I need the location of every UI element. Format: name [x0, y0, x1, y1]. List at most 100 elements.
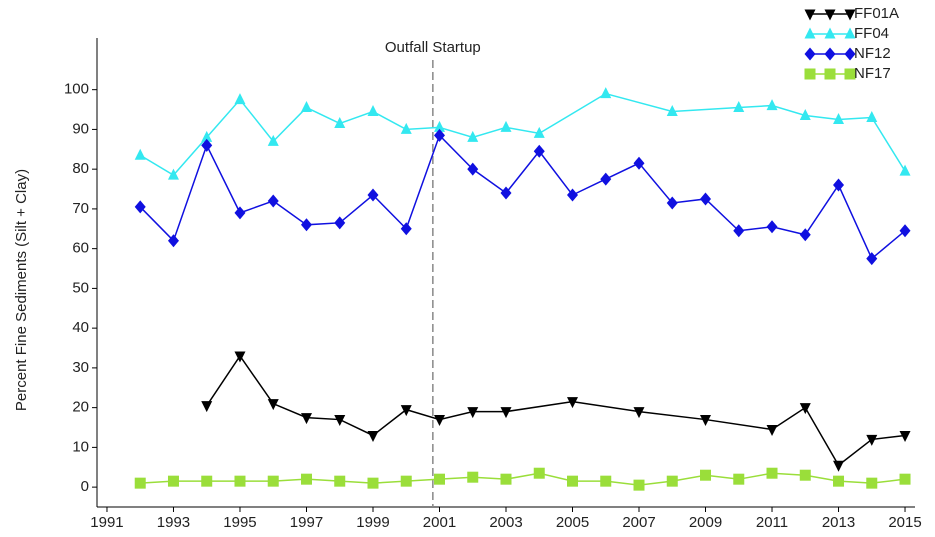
y-axis-label: Percent Fine Sediments (Silt + Clay)	[13, 169, 30, 411]
y-tick-label: 80	[72, 160, 89, 177]
marker	[866, 110, 878, 122]
marker	[833, 112, 845, 124]
marker	[899, 224, 911, 238]
marker	[267, 194, 279, 208]
legend-marker	[824, 9, 836, 21]
marker	[799, 469, 811, 481]
marker	[433, 473, 445, 485]
marker	[467, 162, 479, 176]
marker	[134, 200, 146, 214]
x-tick-label: 1991	[90, 514, 123, 531]
marker	[866, 434, 878, 446]
series-line	[139, 92, 906, 177]
marker	[700, 469, 712, 481]
legend-marker	[844, 47, 856, 61]
y-tick-label: 40	[72, 319, 89, 336]
legend-marker	[844, 9, 856, 21]
legend-marker	[844, 27, 856, 39]
marker	[899, 473, 911, 485]
x-tick-label: 2011	[756, 514, 788, 531]
marker	[234, 351, 246, 363]
marker	[666, 196, 678, 210]
marker	[367, 105, 379, 117]
marker	[899, 430, 911, 442]
marker	[500, 473, 512, 485]
y-tick-label: 100	[64, 81, 89, 98]
x-tick-label: 2005	[556, 514, 589, 531]
marker	[267, 475, 279, 487]
marker	[567, 397, 579, 409]
marker	[201, 138, 213, 152]
x-tick-label: 2009	[689, 514, 722, 531]
legend-marker	[804, 68, 816, 80]
legend-marker	[844, 68, 856, 80]
marker	[234, 206, 246, 220]
y-tick-label: 90	[72, 120, 89, 137]
marker	[367, 477, 379, 489]
x-tick-label: 1993	[157, 514, 190, 531]
marker	[334, 116, 346, 128]
y-tick-label: 30	[72, 359, 89, 376]
marker	[334, 216, 346, 230]
x-tick-label: 2013	[822, 514, 855, 531]
marker	[500, 407, 512, 419]
marker	[467, 130, 479, 142]
series-line	[139, 133, 906, 260]
marker	[733, 101, 745, 113]
marker	[367, 188, 379, 202]
marker	[433, 120, 445, 132]
marker	[167, 234, 179, 248]
marker	[400, 122, 412, 134]
x-tick-label: 1997	[290, 514, 323, 531]
marker	[567, 188, 579, 202]
legend-marker	[824, 68, 836, 80]
marker	[533, 126, 545, 138]
marker	[799, 109, 811, 121]
x-tick-label: 2007	[622, 514, 655, 531]
marker	[300, 473, 312, 485]
marker	[766, 467, 778, 479]
marker	[300, 218, 312, 232]
marker	[400, 405, 412, 417]
marker	[267, 134, 279, 146]
marker	[833, 475, 845, 487]
marker	[500, 120, 512, 132]
marker	[300, 413, 312, 425]
x-tick-label: 1999	[356, 514, 389, 531]
annotation-label: Outfall Startup	[385, 39, 481, 56]
marker	[533, 144, 545, 158]
y-tick-label: 10	[72, 438, 89, 455]
marker	[533, 467, 545, 479]
marker	[733, 224, 745, 238]
marker	[766, 99, 778, 111]
marker	[167, 168, 179, 180]
marker	[467, 471, 479, 483]
marker	[400, 222, 412, 236]
marker	[433, 415, 445, 427]
marker	[866, 252, 878, 266]
marker	[201, 130, 213, 142]
marker	[267, 399, 279, 411]
marker	[201, 401, 213, 413]
y-tick-label: 60	[72, 240, 89, 257]
marker	[167, 475, 179, 487]
marker	[766, 220, 778, 234]
legend-marker	[804, 47, 816, 61]
y-tick-label: 0	[81, 478, 89, 495]
marker	[733, 473, 745, 485]
marker	[334, 475, 346, 487]
marker	[134, 148, 146, 160]
marker	[833, 178, 845, 192]
marker	[700, 192, 712, 206]
marker	[201, 475, 213, 487]
y-tick-label: 70	[72, 200, 89, 217]
marker	[600, 87, 612, 99]
marker	[600, 475, 612, 487]
y-tick-label: 20	[72, 399, 89, 416]
x-tick-label: 2015	[888, 514, 921, 531]
series-line	[206, 354, 906, 467]
marker	[633, 479, 645, 491]
x-tick-label: 1995	[223, 514, 256, 531]
marker	[700, 415, 712, 427]
